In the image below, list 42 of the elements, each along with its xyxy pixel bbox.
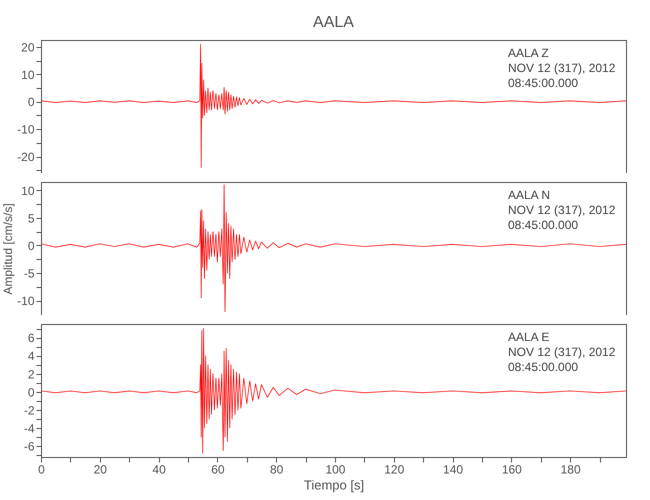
y-tick-label: -6 [24, 440, 35, 454]
y-tick-label: 20 [21, 40, 35, 54]
annotation: NOV 12 (317), 2012 [508, 345, 616, 359]
annotation: NOV 12 (317), 2012 [508, 203, 616, 217]
x-tick-label: 20 [94, 462, 108, 476]
y-tick-label: 6 [28, 331, 35, 346]
annotation: AALA E [508, 330, 550, 344]
annotation: 08:45:00.000 [508, 360, 578, 374]
annotation: 08:45:00.000 [508, 218, 578, 232]
y-tick-label: -10 [17, 294, 35, 308]
x-tick-label: 180 [560, 462, 581, 476]
y-tick-label: 10 [21, 68, 35, 82]
x-axis-title: Tiempo [s] [304, 478, 364, 492]
line-series [41, 184, 626, 312]
y-tick-label: 4 [28, 349, 35, 364]
annotation: NOV 12 (317), 2012 [508, 61, 616, 75]
y-tick-label: -5 [24, 266, 35, 281]
x-tick-label: 100 [325, 462, 346, 476]
y-tick-label: 2 [28, 367, 35, 382]
x-tick-label: 60 [211, 462, 225, 476]
x-tick-label: 40 [152, 462, 166, 476]
y-axis-title: Amplitud [cm/s/s] [1, 203, 16, 295]
y-tick-label: -2 [24, 403, 35, 418]
line-series [41, 44, 626, 168]
annotation: AALA Z [508, 46, 549, 60]
y-tick-label: 10 [21, 184, 35, 198]
annotation: AALA N [508, 188, 550, 202]
y-tick-label: -4 [24, 422, 35, 436]
y-tick-label: -20 [17, 150, 35, 164]
y-tick-label: 0 [28, 95, 35, 110]
x-tick-label: 140 [443, 462, 464, 476]
y-tick-label: 0 [28, 385, 35, 400]
line-series [41, 328, 626, 454]
x-tick-label: 80 [270, 462, 284, 476]
chart-title: AALA [313, 14, 354, 31]
x-tick-label: 120 [384, 462, 405, 476]
x-tick-label: 160 [502, 462, 522, 476]
y-tick-label: 5 [28, 211, 35, 226]
x-tick-label: 0 [38, 462, 46, 476]
y-tick-label: 0 [28, 238, 35, 253]
annotation: 08:45:00.000 [508, 76, 578, 90]
y-tick-label: -10 [17, 122, 35, 137]
